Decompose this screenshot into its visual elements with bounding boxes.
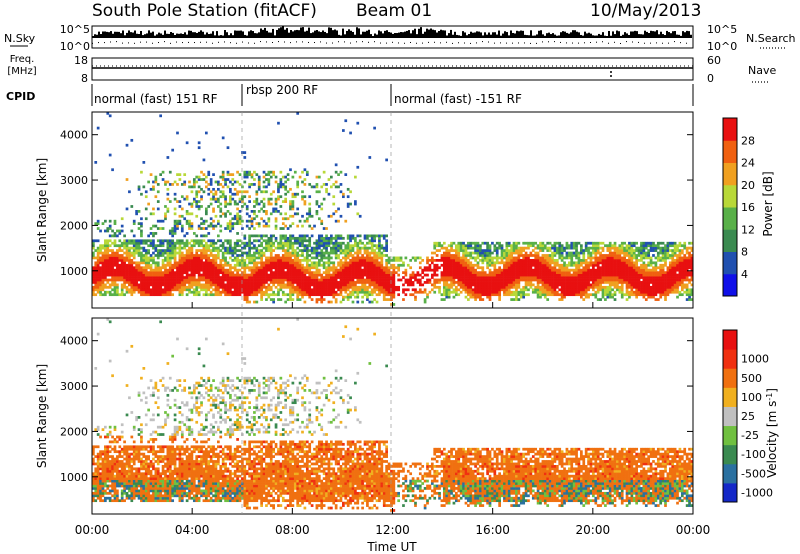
velocity-panel: 1000 2000 3000 4000 00:00 04:00 08:00 12:00 16:… bbox=[35, 302, 779, 554]
power-ylabel: Slant Range [km] bbox=[35, 158, 49, 262]
noise-search-trace bbox=[92, 41, 687, 44]
colorbar-tick-label: -25 bbox=[741, 429, 759, 442]
colorbar-swatch bbox=[723, 251, 737, 275]
freq-label: Freq. bbox=[10, 54, 35, 65]
colorbar-tick-label: -500 bbox=[741, 467, 766, 480]
power-colorbar: 4 8 12 16 20 24 28 bbox=[722, 117, 755, 297]
time-tick-label: 00:00 bbox=[75, 523, 110, 537]
noise-panel: 10^5 10^0 10^5 10^0 N.Sky N.Search bbox=[4, 23, 796, 53]
time-tick-label: 16:00 bbox=[475, 523, 510, 537]
noise-tick-high-right: 10^5 bbox=[707, 23, 737, 36]
colorbar-tick-label: 20 bbox=[741, 179, 755, 192]
freq-tick-high: 18 bbox=[74, 54, 88, 67]
time-tick-label: 00:00 bbox=[676, 523, 711, 537]
velocity-heatmap-cells bbox=[92, 318, 693, 512]
colorbar-tick-label: 500 bbox=[741, 372, 762, 385]
colorbar-swatch bbox=[723, 349, 737, 369]
colorbar-tick-label: 25 bbox=[741, 410, 755, 423]
power-colorbar-label: Power [dB] bbox=[761, 171, 775, 236]
power-yticks-label: 3000 bbox=[60, 174, 88, 187]
mode-change-markers bbox=[241, 112, 392, 514]
colorbar-swatch bbox=[723, 368, 737, 388]
velocity-ylabel: Slant Range [km] bbox=[35, 364, 49, 468]
time-axis-label: Time UT bbox=[366, 540, 417, 554]
colorbar-tick-label: 8 bbox=[741, 246, 748, 259]
colorbar-swatch bbox=[723, 387, 737, 407]
vel-yticks-label: 4000 bbox=[60, 335, 88, 348]
colorbar-swatch bbox=[723, 406, 737, 427]
velocity-colorbar-label: Velocity [m s-1] bbox=[765, 388, 779, 478]
colorbar-tick-label: 100 bbox=[741, 391, 762, 404]
colorbar-swatch bbox=[723, 118, 737, 141]
nsearch-label: N.Search bbox=[746, 32, 796, 45]
power-panel: 1000 2000 3000 4000 Slant Range [km] 4 8 12 16… bbox=[35, 111, 775, 309]
time-tick-label: 12:00 bbox=[375, 523, 410, 537]
cpid-segment-1: normal (fast) 151 RF bbox=[94, 92, 218, 106]
noise-tick-high-left: 10^5 bbox=[60, 23, 90, 36]
cpid-segment-2: rbsp 200 RF bbox=[246, 83, 318, 97]
freq-unit: [MHz] bbox=[7, 66, 36, 77]
noise-sky-trace bbox=[92, 26, 692, 38]
colorbar-tick-label: 24 bbox=[741, 157, 755, 170]
power-yticks-label: 4000 bbox=[60, 129, 88, 142]
frequency-panel: Freq. [MHz] 18 8 60 0 Nave bbox=[7, 54, 776, 85]
colorbar-tick-label: 12 bbox=[741, 223, 755, 236]
colorbar-tick-label: 28 bbox=[741, 134, 755, 147]
colorbar-swatch bbox=[723, 463, 737, 484]
date-label: 10/May/2013 bbox=[590, 1, 702, 21]
colorbar-swatch bbox=[723, 207, 737, 230]
noise-tick-low-right: 10^0 bbox=[707, 40, 737, 53]
vel-yticks-label: 1000 bbox=[60, 471, 88, 484]
colorbar-swatch bbox=[723, 444, 737, 465]
time-tick-label: 20:00 bbox=[576, 523, 611, 537]
colorbar-tick-label: -100 bbox=[741, 448, 766, 461]
cpid-label: CPID bbox=[6, 90, 35, 103]
colorbar-swatch bbox=[723, 273, 737, 297]
nave-tick-low: 0 bbox=[707, 72, 714, 85]
colorbar-swatch bbox=[723, 162, 737, 186]
colorbar-swatch bbox=[723, 229, 737, 252]
power-yticks-label: 2000 bbox=[60, 219, 88, 232]
time-tick-label: 08:00 bbox=[275, 523, 310, 537]
nave-tick-high: 60 bbox=[707, 54, 721, 67]
freq-tick-low: 8 bbox=[81, 72, 88, 85]
colorbar-tick-label: -1000 bbox=[741, 486, 773, 499]
cpid-segment-3: normal (fast) -151 RF bbox=[394, 92, 522, 106]
velocity-colorbar: -1000 -500 -100 -25 25 100 500 1000 bbox=[722, 329, 773, 503]
colorbar-tick-label: 4 bbox=[741, 268, 748, 281]
cpid-panel: CPID normal (fast) 151 RF rbsp 200 RF no… bbox=[6, 83, 694, 106]
colorbar-swatch bbox=[723, 330, 737, 350]
colorbar-swatch bbox=[723, 140, 737, 163]
colorbar-swatch bbox=[723, 425, 737, 446]
plot-title: South Pole Station (fitACF) bbox=[92, 1, 317, 21]
time-tick-label: 04:00 bbox=[175, 523, 210, 537]
beam-label: Beam 01 bbox=[356, 1, 432, 21]
colorbar-tick-label: 1000 bbox=[741, 353, 769, 366]
nave-label: Nave bbox=[748, 64, 776, 77]
vel-yticks-label: 2000 bbox=[60, 425, 88, 438]
power-yticks-label: 1000 bbox=[60, 265, 88, 278]
power-heatmap-cells bbox=[92, 112, 693, 306]
nsky-label: N.Sky bbox=[4, 32, 36, 45]
colorbar-tick-label: 16 bbox=[741, 201, 755, 214]
vel-yticks-label: 3000 bbox=[60, 380, 88, 393]
colorbar-swatch bbox=[723, 184, 737, 208]
colorbar-swatch bbox=[723, 482, 737, 503]
noise-tick-low-left: 10^0 bbox=[60, 40, 90, 53]
